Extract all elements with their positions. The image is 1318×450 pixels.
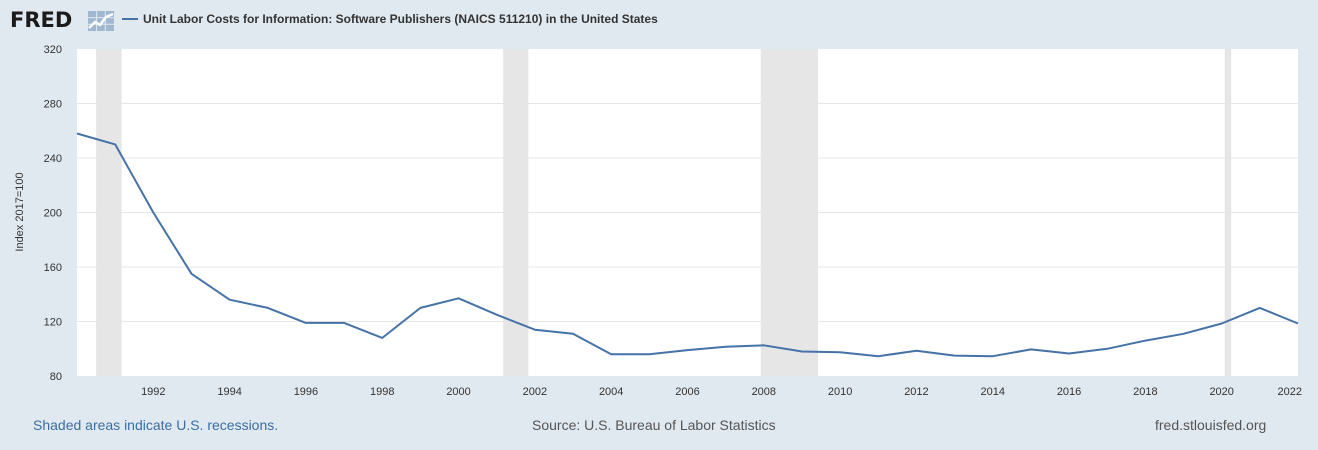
- x-tick-label-2018: 2018: [1133, 386, 1157, 398]
- y-tick-label-280: 280: [44, 99, 62, 111]
- y-axis-label: Index 2017=100: [14, 172, 26, 251]
- x-tick-label-2002: 2002: [523, 386, 547, 398]
- y-tick-label-320: 320: [44, 44, 62, 56]
- x-axis-ticks: 1992 1994 1996 1998 2000 2002 2004 2006 2008 2010…: [141, 386, 1302, 398]
- gridlines: [77, 103, 1298, 322]
- series-layer: [76, 132, 1299, 358]
- fred-logo-text: FRED: [10, 8, 73, 32]
- y-tick-label-160: 160: [44, 262, 62, 274]
- x-tick-label-1992: 1992: [141, 386, 165, 398]
- x-tick-label-1996: 1996: [294, 386, 318, 398]
- x-tick-label-2012: 2012: [904, 386, 928, 398]
- x-tick-label-2004: 2004: [599, 386, 623, 398]
- y-tick-label-120: 120: [44, 317, 62, 329]
- x-tick-label-2022: 2022: [1278, 386, 1302, 398]
- y-tick-label-80: 80: [50, 371, 62, 383]
- y-tick-label-200: 200: [44, 208, 62, 220]
- x-tick-label-2006: 2006: [675, 386, 699, 398]
- series-line-0[interactable]: [76, 132, 1299, 358]
- legend-line-swatch: [122, 18, 138, 20]
- source-note: Source: U.S. Bureau of Labor Statistics: [532, 417, 776, 433]
- x-tick-label-2014: 2014: [981, 386, 1005, 398]
- y-axis-ticks: 80 120 160 200 240 280 320: [44, 44, 62, 383]
- x-tick-label-2016: 2016: [1057, 386, 1081, 398]
- chart-header: FRED Unit Labor Costs for Information: S…: [0, 0, 1318, 40]
- site-link[interactable]: fred.stlouisfed.org: [1155, 417, 1267, 433]
- x-tick-label-1994: 1994: [217, 386, 241, 398]
- legend-label: Unit Labor Costs for Information: Softwa…: [143, 12, 658, 26]
- recessions-note[interactable]: Shaded areas indicate U.S. recessions.: [33, 417, 279, 433]
- x-tick-label-1998: 1998: [370, 386, 394, 398]
- x-tick-label-2000: 2000: [446, 386, 470, 398]
- y-tick-label-240: 240: [44, 153, 62, 165]
- x-tick-label-2020: 2020: [1209, 386, 1233, 398]
- x-tick-label-2008: 2008: [752, 386, 776, 398]
- x-tick-label-2010: 2010: [828, 386, 852, 398]
- fred-chart-icon: [88, 11, 114, 31]
